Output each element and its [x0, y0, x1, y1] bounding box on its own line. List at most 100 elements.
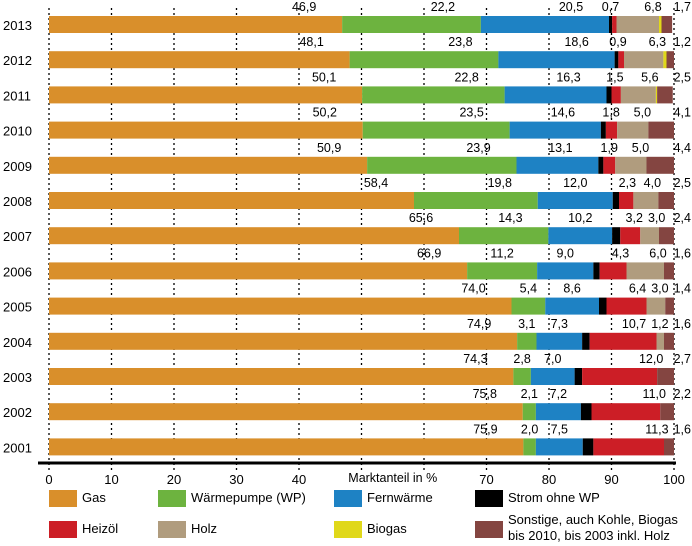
bar-segment-heizöl	[611, 86, 621, 104]
data-label: 19,8	[488, 176, 512, 190]
y-tick-label: 2013	[3, 18, 32, 33]
legend-swatch	[158, 490, 186, 507]
bar-segment-wärmepumpe	[367, 156, 517, 174]
data-label: 75,8	[473, 387, 497, 401]
data-label: 2,0	[521, 422, 538, 436]
y-tick-label: 2004	[3, 335, 32, 350]
bar-segment-fernwärme	[530, 368, 575, 385]
bar-segment-strom	[582, 332, 590, 350]
bar-segment-sonstige,	[657, 368, 674, 385]
bar-segment-heizöl	[605, 121, 618, 139]
data-label: 8,6	[563, 282, 580, 296]
bar-segment-sonstige,	[664, 438, 674, 456]
data-label: 2,4	[674, 211, 691, 225]
data-label: 7,2	[550, 387, 567, 401]
bar-segment-strom	[598, 156, 604, 174]
y-tick-label: 2010	[3, 124, 32, 139]
bar-segment-holz	[616, 16, 659, 33]
bar-segment-sonstige,	[657, 86, 673, 104]
bar-segment-strom	[574, 368, 583, 385]
data-label: 5,4	[520, 282, 537, 296]
bar-segment-strom	[593, 262, 600, 280]
bar-segment-sonstige,	[648, 121, 674, 139]
bar-segment-fernwärme	[480, 16, 609, 33]
plot-area: 0 10 20 30 40 70 80 90 100 Marktanteil in % 2013 46…	[3, 0, 691, 487]
bar-segment-fernwärme	[537, 192, 613, 209]
legend-swatch	[49, 490, 77, 507]
data-label: 13,1	[548, 141, 572, 155]
legend-holz: Holz	[158, 521, 217, 538]
data-label: 74,0	[461, 282, 485, 296]
data-label: 50,2	[313, 106, 337, 120]
legend-label: Heizöl	[82, 521, 119, 536]
bar-segment-gas	[49, 51, 350, 69]
data-label: 2,1	[521, 387, 538, 401]
y-tick-label: 2006	[3, 264, 32, 279]
bar-segment-holz	[620, 86, 656, 104]
data-label: 1,2	[674, 35, 691, 49]
legend-heizoel: Heizöl	[49, 521, 118, 538]
bar-segment-wärmepumpe	[414, 192, 538, 209]
y-tick-label: 2012	[3, 53, 32, 68]
legend-label: Strom ohne WP	[508, 490, 600, 505]
bar-segment-holz	[646, 297, 666, 315]
data-label: 6,8	[644, 0, 661, 14]
bar-segment-wärmepumpe	[517, 332, 537, 350]
data-label: 58,4	[364, 176, 388, 190]
bar-segment-wärmepumpe	[511, 297, 546, 315]
data-label: 74,3	[463, 352, 487, 366]
x-tick-label: 0	[45, 472, 52, 487]
data-label: 5,6	[641, 70, 658, 84]
legend-swatch	[334, 490, 362, 507]
bar-segment-fernwärme	[548, 227, 613, 245]
data-label: 23,9	[466, 141, 490, 155]
data-label: 1,8	[602, 106, 619, 120]
data-label: 3,1	[518, 317, 535, 331]
bar-segment-strom	[614, 51, 619, 69]
bar-segment-wärmepumpe	[349, 51, 499, 69]
data-label: 66,9	[417, 246, 441, 260]
bar-segment-strom	[609, 16, 613, 33]
bar-segment-gas	[49, 16, 343, 33]
bar-segment-sonstige,	[665, 297, 674, 315]
bar-segment-wärmepumpe	[523, 438, 536, 456]
bar-segment-biogas	[659, 16, 662, 33]
data-label: 4,1	[674, 106, 691, 120]
bar-segment-gas	[49, 156, 368, 174]
bar-segment-strom	[580, 403, 592, 421]
bar-segment-holz	[615, 156, 647, 174]
data-label: 1,7	[674, 0, 691, 14]
data-label: 74,9	[467, 317, 491, 331]
legend-label: Biogas	[367, 521, 407, 536]
data-label: 1,2	[651, 317, 668, 331]
data-label: 50,9	[317, 141, 341, 155]
bar-segment-heizöl	[603, 156, 616, 174]
y-tick-label: 2007	[3, 229, 32, 244]
legend-swatch	[475, 490, 503, 507]
bar-segment-fernwärme	[536, 332, 583, 350]
data-label: 23,5	[459, 106, 483, 120]
legend-waermepumpe: Wärmepumpe (WP)	[158, 490, 306, 507]
data-label: 2,3	[619, 176, 636, 190]
legend-sonstige: Sonstige, auch Kohle, Biogas bis 2010, bi…	[475, 512, 678, 544]
bar-segment-holz	[656, 332, 664, 350]
bar-segment-wärmepumpe	[342, 16, 481, 33]
bar-segment-sonstige,	[660, 403, 674, 421]
bar-segment-sonstige,	[659, 227, 674, 245]
data-label: 6,4	[629, 282, 646, 296]
bar-segment-sonstige,	[664, 262, 674, 280]
data-label: 11,0	[643, 387, 666, 401]
data-label: 3,0	[648, 211, 665, 225]
x-tick-label: 20	[167, 472, 181, 487]
bar-segment-fernwärme	[535, 438, 583, 456]
bar-segment-gas	[49, 192, 414, 209]
data-label: 6,3	[649, 35, 666, 49]
legend-swatch	[475, 521, 503, 538]
bar-segment-gas	[49, 332, 518, 350]
bar-segment-holz	[617, 121, 649, 139]
data-label: 4,3	[612, 246, 629, 260]
legend-label: Sonstige, auch Kohle, Biogas	[508, 512, 678, 527]
y-tick-label: 2011	[3, 88, 31, 103]
data-label: 5,0	[632, 141, 649, 155]
bar-segment-strom	[612, 192, 619, 209]
